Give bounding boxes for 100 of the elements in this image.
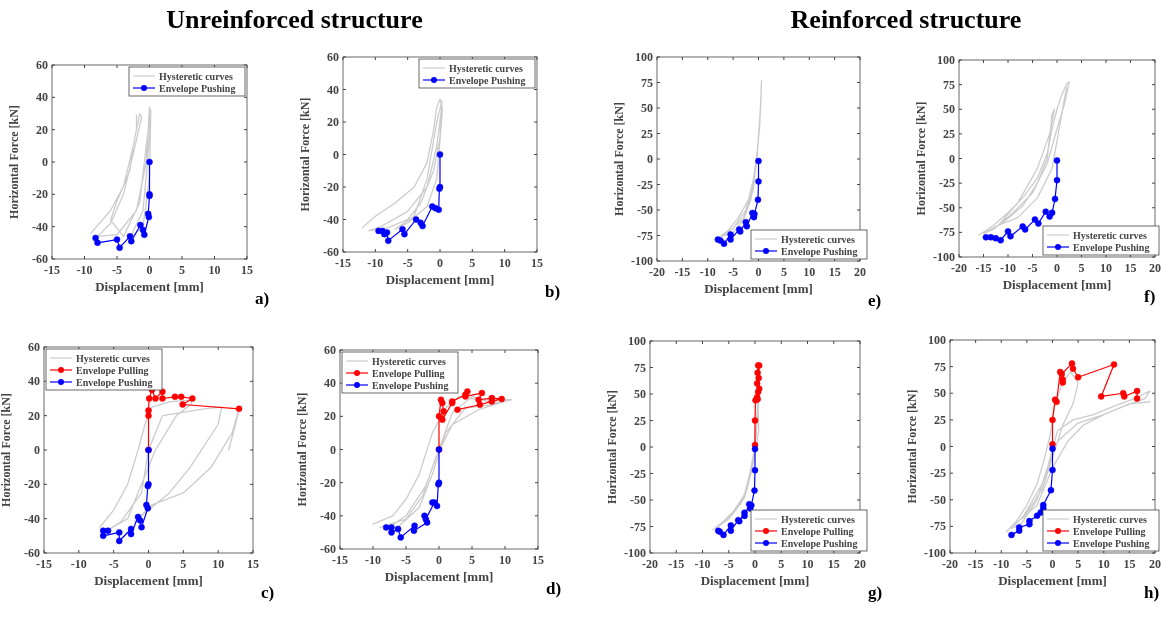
x-tick-label: 0 (1049, 557, 1056, 571)
legend-label: Hysteretic curves (159, 70, 234, 82)
x-tick-label: -5 (112, 263, 122, 277)
x-axis-title: Displacement [mm] (998, 573, 1107, 588)
y-tick-label: -100 (933, 250, 955, 264)
y-tick-label: -60 (32, 252, 48, 266)
y-tick-label: 20 (324, 409, 336, 424)
x-tick-label: 5 (179, 263, 185, 277)
x-tick-label: 20 (854, 265, 866, 279)
legend-label: Envelope Pulling (372, 367, 445, 379)
y-tick-label: 100 (937, 53, 955, 67)
y-tick-label: -25 (630, 466, 646, 481)
y-tick-label: 0 (34, 443, 40, 457)
y-tick-label: 20 (36, 122, 48, 137)
x-tick-label: 5 (469, 553, 475, 567)
y-tick-label: -50 (637, 203, 653, 217)
y-tick-label: -75 (930, 519, 946, 534)
y-tick-label: 25 (641, 126, 653, 141)
x-tick-label: 0 (436, 553, 442, 567)
x-tick-label: 5 (778, 557, 785, 571)
text: b) (545, 282, 561, 301)
y-tick-label: 0 (647, 152, 653, 166)
y-tick-label: -25 (930, 466, 946, 481)
legend-label: Hysteretic curves (1073, 229, 1148, 241)
x-tick-label: -5 (1027, 261, 1038, 275)
x-tick-label: 10 (803, 265, 816, 279)
y-tick-label: 60 (324, 343, 336, 357)
x-tick-label: 5 (780, 265, 787, 279)
y-tick-label: -50 (630, 493, 646, 507)
x-axis-title: Displacement [mm] (700, 573, 810, 588)
legend-label: Envelope Pushing (372, 379, 449, 391)
y-tick-label: 60 (28, 340, 40, 354)
y-axis-title: Horizontal Force [kN] (914, 101, 928, 216)
x-tick-label: -10 (694, 557, 711, 571)
legend-label: Hysteretic curves (449, 62, 524, 74)
y-tick-label: 25 (634, 413, 646, 428)
x-tick-label: 15 (1124, 261, 1137, 275)
y-tick-label: 0 (949, 151, 955, 166)
x-tick-label: -5 (723, 557, 734, 571)
y-tick-label: 40 (28, 374, 40, 389)
y-tick-label: -100 (624, 546, 646, 560)
x-tick-label: -15 (967, 557, 984, 571)
x-tick-label: 10 (208, 263, 221, 277)
legend-label: Envelope Pushing (449, 74, 526, 86)
x-tick-label: 20 (1149, 261, 1161, 275)
y-tick-label: 0 (333, 147, 339, 162)
y-tick-label: 100 (635, 50, 653, 64)
text: c) (261, 583, 275, 602)
x-tick-label: -15 (36, 557, 52, 571)
legend-label: Envelope Pulling (781, 525, 854, 537)
x-tick-label: 20 (1149, 557, 1161, 571)
x-tick-label: 15 (531, 256, 543, 270)
legend-label: Envelope Pulling (1073, 525, 1146, 537)
x-tick-label: 5 (180, 557, 187, 571)
y-tick-label: -60 (320, 542, 336, 556)
x-tick-label: -10 (1000, 261, 1016, 275)
y-tick-label: 75 (943, 77, 955, 92)
x-tick-label: -15 (335, 256, 351, 270)
y-tick-label: 50 (943, 102, 955, 117)
y-tick-label: -100 (924, 546, 946, 560)
y-tick-label: 100 (628, 334, 646, 348)
y-tick-label: -75 (637, 228, 653, 243)
x-tick-label: -10 (365, 553, 381, 567)
x-tick-label: 10 (498, 256, 511, 270)
x-tick-label: 0 (146, 263, 153, 277)
y-tick-label: -25 (637, 177, 653, 192)
y-tick-label: 40 (36, 90, 48, 105)
x-tick-label: 15 (827, 557, 840, 571)
x-axis-title: Displacement [mm] (1002, 277, 1112, 292)
x-axis-title: Displacement [mm] (95, 279, 204, 294)
x-tick-label: 0 (752, 557, 758, 571)
y-tick-label: -20 (32, 187, 48, 202)
x-tick-label: -5 (402, 256, 413, 270)
y-tick-label: 75 (641, 75, 653, 90)
y-tick-label: 50 (934, 386, 946, 401)
y-tick-label: 0 (42, 155, 48, 169)
legend-label: Envelope Pushing (159, 82, 236, 94)
legend-label: Envelope Pushing (1073, 537, 1150, 549)
y-tick-label: 0 (940, 439, 946, 454)
x-tick-label: -10 (367, 256, 384, 270)
y-axis-title: Horizontal Force [kN] (295, 392, 309, 507)
y-tick-label: 75 (934, 359, 946, 374)
y-tick-label: -100 (631, 254, 653, 268)
y-tick-label: 0 (640, 440, 646, 454)
y-tick-label: 50 (641, 101, 653, 115)
x-tick-label: 15 (828, 265, 841, 279)
x-tick-label: 20 (854, 557, 866, 571)
legend-label: Envelope Pulling (76, 364, 149, 376)
y-tick-label: -20 (323, 180, 339, 194)
text: a) (255, 289, 270, 308)
y-tick-label: -75 (630, 519, 646, 534)
legend-label: Hysteretic curves (781, 513, 856, 525)
y-tick-label: 50 (634, 387, 646, 401)
x-axis-title: Displacement [mm] (94, 573, 203, 588)
x-tick-label: 15 (247, 557, 259, 571)
y-tick-label: 25 (934, 412, 946, 427)
legend-label: Hysteretic curves (76, 352, 151, 364)
y-tick-label: -75 (939, 225, 955, 240)
x-tick-label: 5 (1075, 557, 1082, 571)
y-tick-label: 20 (28, 408, 40, 423)
